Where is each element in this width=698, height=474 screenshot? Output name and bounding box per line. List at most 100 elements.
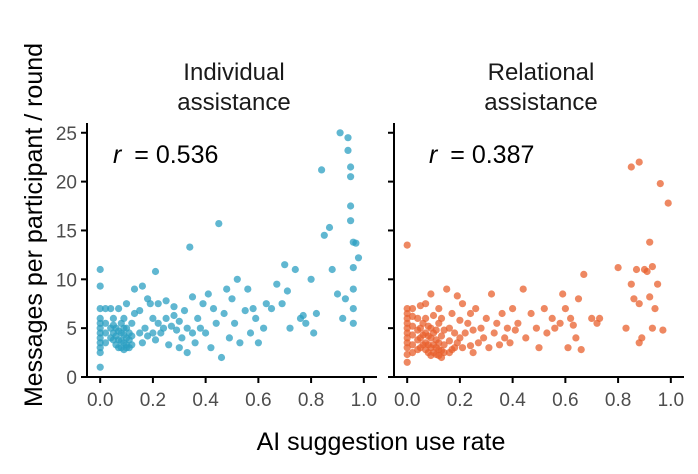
r-value: = 0.536 (134, 141, 218, 169)
data-point (325, 223, 334, 232)
data-point (445, 324, 453, 332)
data-point (635, 158, 643, 166)
data-point (244, 285, 252, 293)
data-point (506, 339, 514, 347)
data-point (614, 264, 622, 272)
data-point (561, 305, 570, 313)
data-point (630, 295, 638, 303)
data-point (310, 329, 318, 337)
data-point (440, 349, 448, 357)
y-axis-title: Messages per participant / round (20, 43, 48, 407)
data-point (281, 261, 289, 269)
x-tick-label: 0.8 (298, 390, 324, 411)
data-point (278, 300, 286, 308)
data-point (440, 341, 448, 349)
y-tick-label: 5 (66, 319, 77, 340)
data-point (422, 314, 430, 322)
data-point (115, 305, 123, 313)
data-point (443, 285, 451, 293)
data-point (233, 275, 241, 283)
data-point (101, 329, 110, 337)
data-point (432, 326, 440, 334)
data-point (175, 344, 183, 352)
data-point (167, 322, 175, 330)
data-point (458, 300, 467, 308)
data-point (535, 344, 543, 352)
data-point (107, 305, 115, 313)
y-axis-ticks: 0 5 10 15 20 25 (56, 124, 87, 389)
data-point (627, 163, 635, 171)
data-point (241, 307, 249, 315)
data-point (336, 129, 344, 137)
data-point (101, 305, 110, 313)
data-point (485, 344, 493, 352)
data-point (180, 307, 189, 315)
data-point (291, 265, 299, 274)
data-point (128, 341, 136, 349)
data-point (215, 220, 223, 228)
data-point (469, 326, 477, 334)
data-point (474, 339, 482, 347)
x-axis-title: AI suggestion use rate (257, 428, 506, 456)
data-point (122, 300, 131, 308)
data-point (349, 264, 357, 272)
data-point (349, 305, 357, 313)
data-point (490, 329, 498, 337)
data-point (574, 295, 583, 303)
data-point (487, 290, 496, 298)
x-tick-label: 0.0 (87, 390, 113, 411)
x-axis-ticks: 0.0 0.2 0.4 0.6 0.8 1.0 (87, 377, 377, 411)
data-point (246, 329, 255, 337)
y-tick-label: 0 (66, 368, 77, 389)
data-point (461, 329, 469, 337)
data-point (638, 334, 646, 342)
data-point (501, 334, 509, 342)
data-point (249, 305, 257, 313)
data-point (437, 332, 446, 340)
data-point (646, 293, 654, 301)
data-point (159, 324, 168, 332)
data-point (498, 309, 506, 318)
panel-title-line1: Relational (488, 59, 595, 86)
data-point (422, 300, 430, 308)
x-tick-label: 1.0 (658, 390, 684, 411)
data-point (302, 319, 310, 327)
data-point (495, 341, 504, 349)
data-point (339, 314, 347, 322)
data-point (191, 339, 199, 347)
data-point (196, 324, 204, 332)
data-point (96, 305, 104, 313)
data-point (556, 319, 564, 327)
data-point (527, 309, 535, 318)
data-point (173, 326, 181, 334)
r-symbol: r (113, 141, 123, 169)
data-point (254, 339, 262, 347)
data-point (588, 314, 596, 322)
data-point (344, 146, 352, 154)
data-point (199, 300, 207, 308)
data-point (333, 290, 342, 298)
data-point (408, 349, 417, 357)
panel-relational: Relational assistance 0.0 0.2 0.4 0.6 0.8 1.0… (388, 59, 684, 411)
data-point (648, 324, 657, 332)
data-point (141, 324, 149, 332)
data-point (96, 282, 104, 290)
data-point (543, 329, 551, 337)
data-point (347, 202, 355, 210)
data-point (186, 243, 194, 251)
data-point (519, 285, 527, 293)
data-point (207, 344, 215, 352)
data-point (427, 290, 435, 298)
data-point (453, 292, 461, 300)
data-point (635, 300, 643, 308)
data-point (146, 300, 154, 308)
data-point (217, 353, 226, 362)
data-point (456, 316, 464, 324)
data-point (344, 134, 352, 142)
data-point (632, 265, 641, 274)
r-value: = 0.387 (450, 141, 534, 169)
data-point (194, 314, 202, 322)
data-point (551, 324, 559, 332)
data-point (347, 163, 355, 171)
data-point (267, 305, 276, 313)
